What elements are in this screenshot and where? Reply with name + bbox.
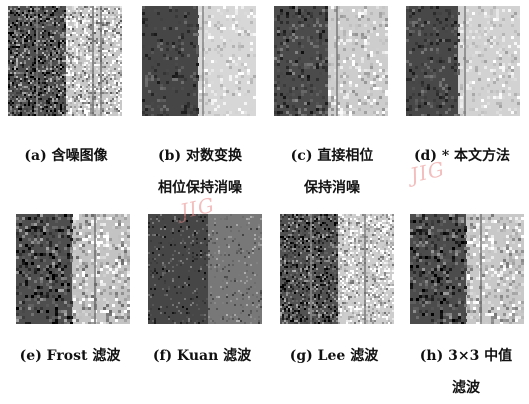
caption-f-line1: (f) Kuan 滤波 [152, 348, 252, 364]
vertical-feature-line-2 [100, 6, 102, 116]
vertical-feature-line-0 [310, 214, 312, 324]
vertical-feature-line-0 [480, 214, 482, 324]
speckle-noise [142, 6, 256, 116]
panel-image-f [148, 214, 262, 324]
vertical-feature-line-0 [94, 214, 96, 324]
dark-region [142, 6, 198, 116]
vertical-feature-line-0 [464, 6, 466, 116]
frost-filter-image-e [16, 214, 130, 324]
median-filter-image-h [410, 214, 524, 324]
panel-image-e [16, 214, 130, 324]
panel-image-g [280, 214, 394, 324]
speckle-noise [8, 6, 122, 116]
noisy-image-a [8, 6, 122, 116]
panel-image-b [142, 6, 256, 116]
panel-image-a [8, 6, 122, 116]
vertical-feature-line-0 [336, 6, 338, 116]
caption-e-line1: (e) Frost 滤波 [19, 348, 121, 364]
lee-filter-image-g [280, 214, 394, 324]
panel-image-h [410, 214, 524, 324]
caption-g-line1: (g) Lee 滤波 [289, 348, 379, 364]
vertical-feature-line-0 [36, 6, 38, 116]
speckle-noise [148, 214, 262, 324]
caption-g: (g) Lee 滤波 [268, 340, 400, 372]
caption-f: (f) Kuan 滤波 [136, 340, 268, 372]
caption-h-line1: (h) 3×3 中值 [419, 348, 513, 364]
caption-a: (a) 含噪图像 [0, 140, 132, 172]
caption-c: (c) 直接相位 保持消噪 [266, 140, 398, 204]
caption-d-line1: (d) * 本文方法 [413, 148, 511, 164]
caption-b-line1: (b) 对数变换 [158, 148, 242, 164]
caption-b-line2: 相位保持消噪 [158, 180, 242, 196]
vertical-feature-line-0 [202, 6, 204, 116]
speckle-noise [274, 6, 388, 116]
kuan-filter-image-f [148, 214, 262, 324]
caption-e: (e) Frost 滤波 [4, 340, 136, 372]
panel-image-c [274, 6, 388, 116]
caption-h-line2: 滤波 [452, 380, 480, 396]
vertical-feature-line-1 [92, 6, 94, 116]
caption-h: (h) 3×3 中值 滤波 [400, 340, 529, 404]
vertical-feature-line-1 [364, 214, 366, 324]
caption-c-line2: 保持消噪 [304, 180, 360, 196]
log-transform-image-b [142, 6, 256, 116]
panel-image-d [406, 6, 520, 116]
caption-b: (b) 对数变换 相位保持消噪 [134, 140, 266, 204]
speckle-noise [406, 6, 520, 116]
proposed-method-image-d [406, 6, 520, 116]
direct-phase-image-c [274, 6, 388, 116]
speckle-noise [16, 214, 130, 324]
caption-d: (d) * 本文方法 [396, 140, 528, 172]
caption-a-line1: (a) 含噪图像 [24, 148, 108, 164]
speckle-noise [280, 214, 394, 324]
caption-c-line1: (c) 直接相位 [290, 148, 374, 164]
